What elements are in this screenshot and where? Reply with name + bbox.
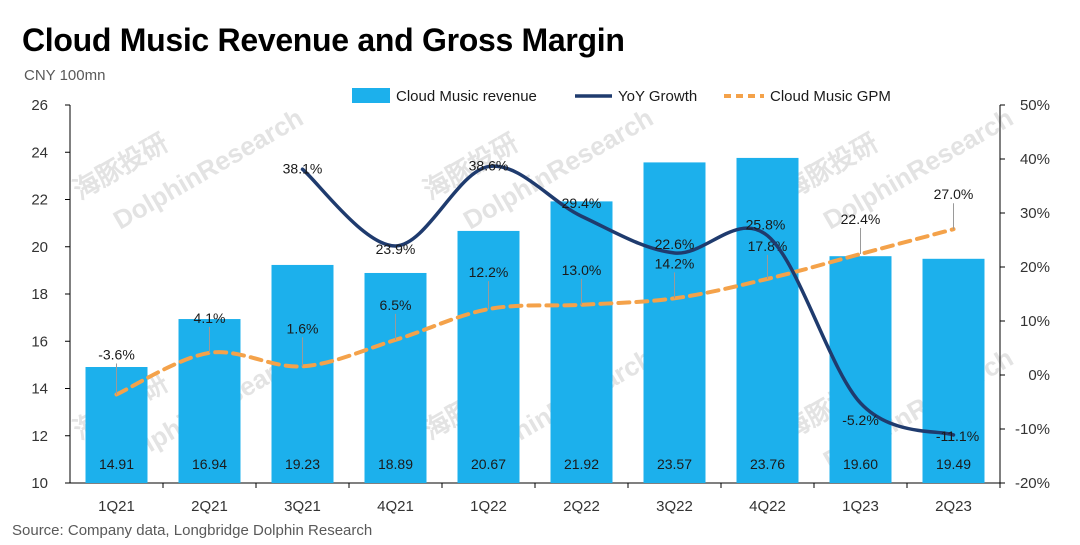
gpm-value-label: 12.2%	[469, 264, 509, 280]
revenue-value-label: 14.91	[99, 456, 134, 472]
y2-tick-label: 30%	[1020, 205, 1050, 222]
yoy-value-label: 29.4%	[562, 195, 602, 211]
revenue-bar	[736, 157, 799, 484]
revenue-value-label: 19.49	[936, 456, 971, 472]
revenue-bar	[457, 230, 520, 483]
revenue-value-label: 23.76	[750, 456, 785, 472]
y-tick-label: 18	[31, 286, 48, 303]
revenue-value-label: 18.89	[378, 456, 413, 472]
revenue-value-label: 23.57	[657, 456, 692, 472]
y-tick-label: 12	[31, 428, 48, 445]
gpm-value-label: 17.8%	[748, 238, 788, 254]
y-tick-label: 14	[31, 381, 48, 398]
x-tick-label: 2Q21	[191, 498, 228, 515]
gpm-value-label: -3.6%	[98, 346, 135, 362]
source-note: Source: Company data, Longbridge Dolphin…	[12, 522, 373, 539]
y-tick-label: 24	[31, 144, 48, 161]
revenue-value-label: 19.60	[843, 456, 878, 472]
x-tick-label: 4Q22	[749, 498, 786, 515]
gpm-value-label: 6.5%	[380, 297, 412, 313]
y-tick-label: 10	[31, 475, 48, 492]
yoy-value-label: 38.1%	[283, 160, 323, 176]
y-tick-label: 26	[31, 97, 48, 114]
x-tick-label: 3Q21	[284, 498, 321, 515]
yoy-value-label: -11.1%	[936, 428, 979, 444]
revenue-value-label: 21.92	[564, 456, 599, 472]
gpm-value-label: 1.6%	[287, 320, 319, 336]
revenue-bar	[643, 162, 706, 483]
yoy-line	[300, 164, 956, 437]
x-tick-label: 3Q22	[656, 498, 693, 515]
y-tick-label: 16	[31, 333, 48, 350]
y2-tick-label: 50%	[1020, 97, 1050, 114]
gpm-value-label: 14.2%	[655, 255, 695, 271]
unit-label: CNY 100mn	[24, 67, 106, 84]
yoy-value-label: 23.9%	[376, 241, 416, 257]
chart-title: Cloud Music Revenue and Gross Margin	[22, 22, 625, 58]
x-tick-label: 2Q22	[563, 498, 600, 515]
revenue-bar	[271, 264, 334, 483]
revenue-bar	[364, 272, 427, 483]
revenue-value-label: 20.67	[471, 456, 506, 472]
y-tick-label: 20	[31, 239, 48, 256]
yoy-value-label: -5.2%	[842, 412, 879, 428]
x-tick-label: 1Q22	[470, 498, 507, 515]
revenue-value-label: 16.94	[192, 456, 227, 472]
x-tick-label: 1Q23	[842, 498, 879, 515]
revenue-bar	[922, 258, 985, 483]
yoy-value-label: 25.8%	[746, 217, 786, 233]
y2-tick-label: 40%	[1020, 151, 1050, 168]
yoy-value-label: 38.6%	[469, 158, 509, 174]
yoy-value-label: 22.6%	[655, 236, 695, 252]
y2-tick-label: 10%	[1020, 313, 1050, 330]
gpm-value-label: 4.1%	[194, 310, 226, 326]
revenue-bar	[550, 201, 613, 483]
y-tick-label: 22	[31, 192, 48, 209]
y2-tick-label: 0%	[1028, 367, 1050, 384]
gpm-value-label: 13.0%	[562, 262, 602, 278]
gpm-line	[114, 227, 956, 397]
y2-tick-label: 20%	[1020, 259, 1050, 276]
x-tick-label: 2Q23	[935, 498, 972, 515]
x-tick-label: 4Q21	[377, 498, 414, 515]
legend-label-yoy: YoY Growth	[618, 88, 697, 105]
gpm-value-label: 22.4%	[841, 211, 881, 227]
legend-label-gpm: Cloud Music GPM	[770, 88, 891, 105]
y2-tick-label: -10%	[1015, 421, 1050, 438]
legend-label-revenue: Cloud Music revenue	[396, 88, 537, 105]
y2-tick-label: -20%	[1015, 475, 1050, 492]
gpm-value-label: 27.0%	[934, 186, 974, 202]
x-tick-label: 1Q21	[98, 498, 135, 515]
legend-swatch-revenue	[352, 88, 390, 103]
revenue-value-label: 19.23	[285, 456, 320, 472]
